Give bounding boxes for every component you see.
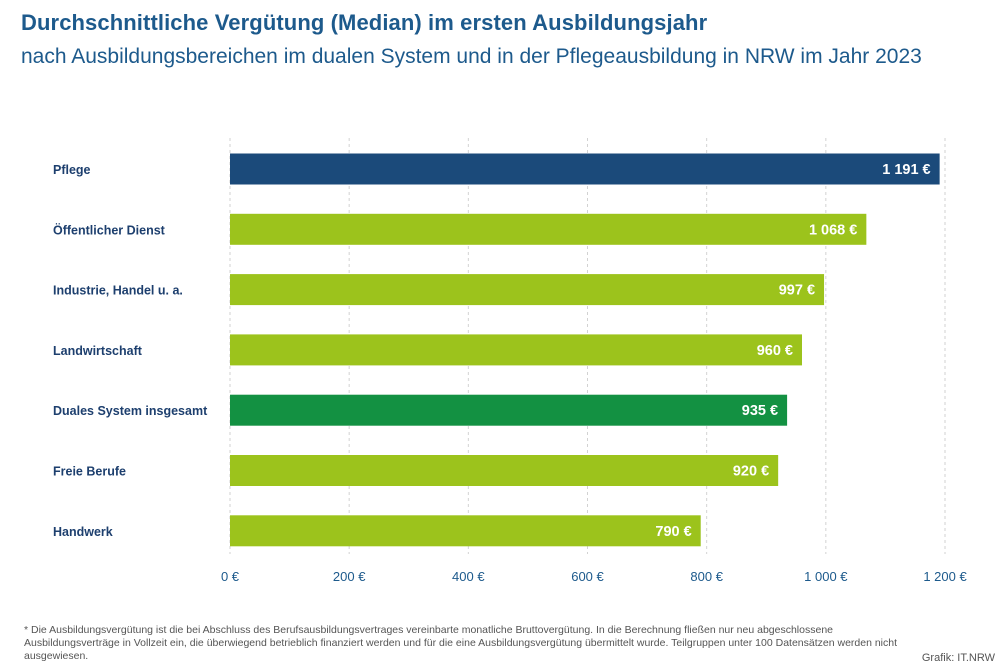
category-label: Freie Berufe [53,465,126,479]
category-label: Handwerk [53,525,113,539]
x-tick-label: 1 200 € [923,569,967,584]
x-tick-label: 0 € [221,569,240,584]
chart-title: Durchschnittliche Vergütung (Median) im … [21,10,708,35]
bar [230,153,940,185]
category-label: Industrie, Handel u. a. [53,284,183,298]
value-label: 920 € [733,464,769,480]
bars: 1 191 € 1 068 € 997 € 960 € 935 € 920 € 790 € [230,153,940,547]
bar [230,394,788,426]
x-tick-label: 1 000 € [804,569,848,584]
value-label: 960 € [757,343,793,359]
category-label: Landwirtschaft [53,344,143,358]
bar-chart: 1 191 €1 068 €997 €960 €935 €920 €790 € … [53,138,967,584]
footnote: * Die Ausbildungsvergütung ist die bei A… [24,624,898,662]
value-label: 790 € [655,524,691,540]
x-axis-ticks: 0 € 200 € 400 € 600 € 800 € 1 000 € 1 200 € [221,569,967,584]
category-label: Pflege [53,163,91,177]
category-label: Duales System insgesamt [53,404,208,418]
bar [230,213,867,245]
x-tick-label: 600 € [571,569,604,584]
value-label: 1 191 € [882,162,930,178]
bar [230,455,779,486]
x-tick-label: 800 € [690,569,723,584]
value-label: 997 € [779,283,815,299]
value-label: 935 € [742,403,778,419]
category-labels: Pflege Öffentlicher Dienst Industrie, Hand… [53,163,208,539]
bar [230,334,802,366]
bar [230,515,701,547]
category-label: Öffentlicher Dienst [53,222,166,237]
bar [230,274,825,306]
x-tick-label: 200 € [333,569,366,584]
chart-subtitle: nach Ausbildungsbereichen im dualen Syst… [21,45,922,68]
value-label: 1 068 € [809,222,857,238]
source-credit: Grafik: IT.NRW [921,652,995,664]
x-tick-label: 400 € [452,569,485,584]
